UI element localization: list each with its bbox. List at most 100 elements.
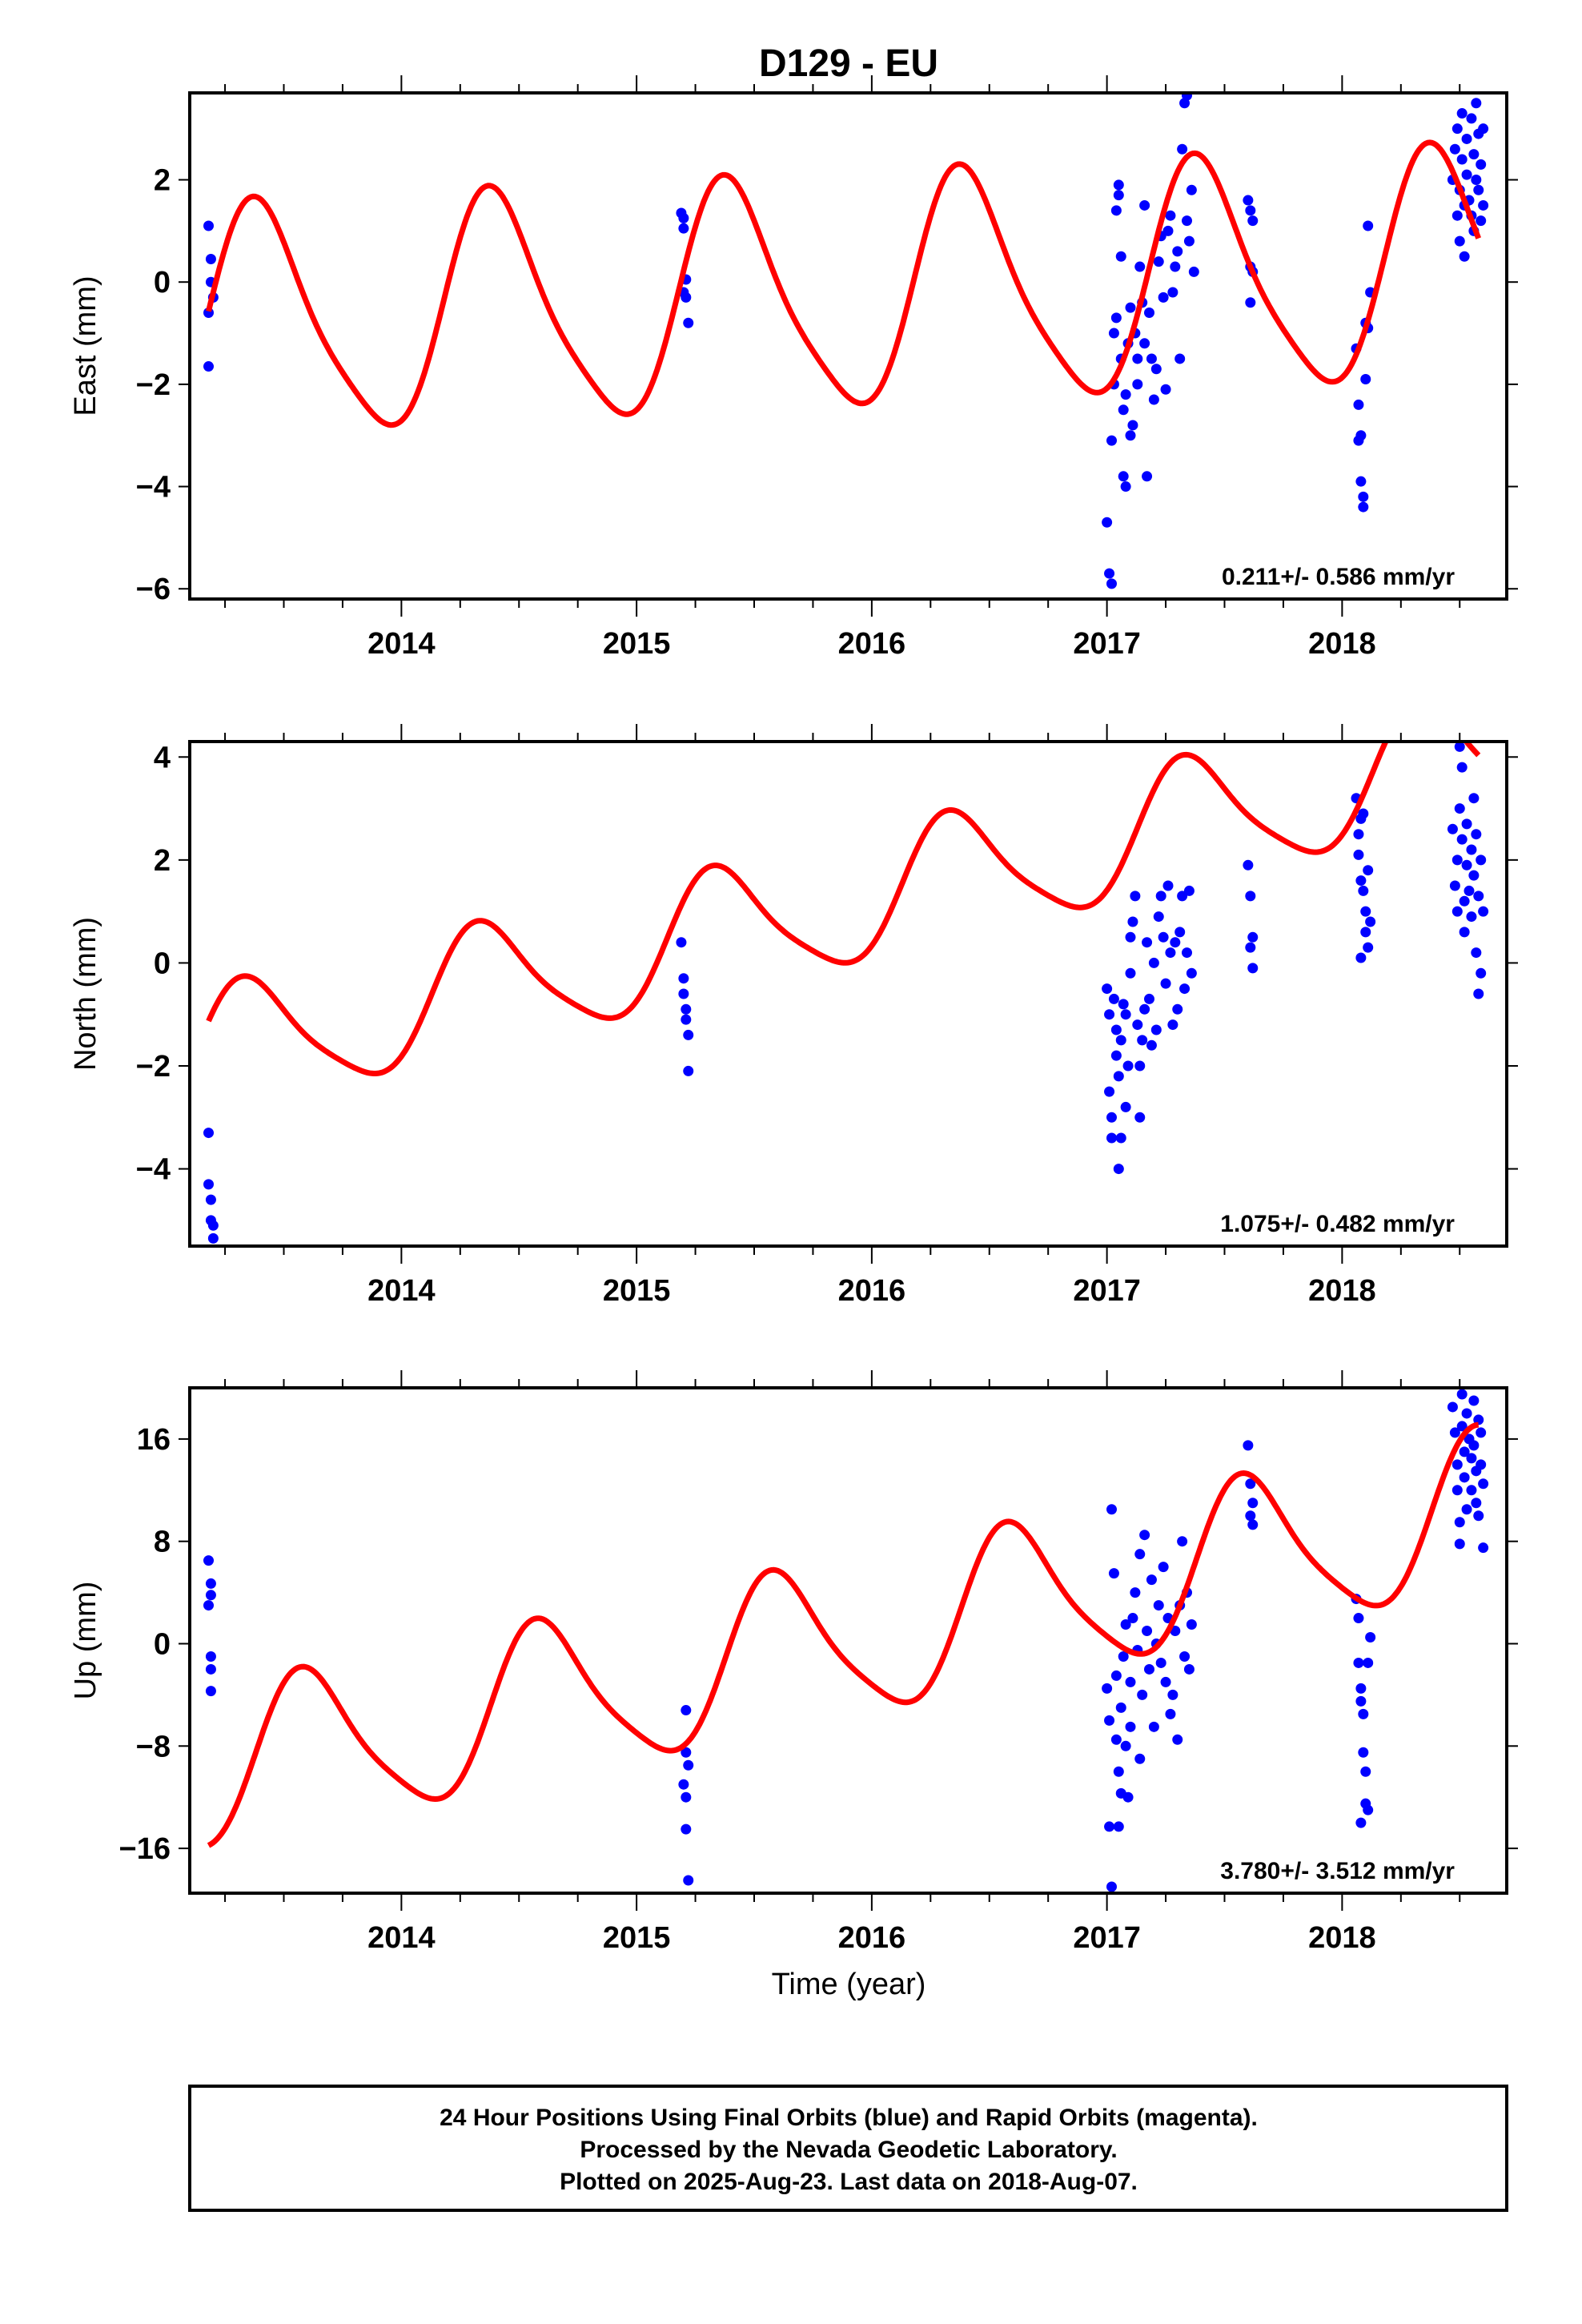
data-point [1106, 578, 1117, 589]
data-point [678, 973, 689, 984]
data-point [1365, 1632, 1376, 1643]
data-point [678, 988, 689, 999]
data-points [203, 742, 1489, 1244]
y-tick-label: −16 [119, 1832, 171, 1866]
data-point [1125, 430, 1136, 441]
data-point [1144, 1663, 1154, 1675]
data-point [1104, 1086, 1115, 1097]
data-point [1468, 870, 1480, 881]
data-point [1155, 1657, 1166, 1668]
data-point [1473, 988, 1484, 999]
data-point [1179, 983, 1191, 995]
data-point [1110, 1050, 1122, 1061]
data-point [1120, 1009, 1131, 1020]
data-point [1113, 1164, 1124, 1175]
data-point [1115, 251, 1126, 262]
data-point [1468, 1395, 1480, 1406]
data-point [1454, 235, 1465, 247]
data-point [1459, 895, 1470, 907]
data-point [207, 1232, 219, 1244]
data-point [1148, 394, 1159, 405]
data-point [1456, 108, 1468, 119]
data-point [1113, 190, 1124, 201]
data-point [1473, 891, 1484, 902]
data-point [1471, 947, 1482, 959]
footer-line-3: Plotted on 2025-Aug-23. Last data on 201… [560, 2169, 1138, 2195]
data-point [1355, 1695, 1367, 1707]
data-point [1167, 1689, 1178, 1700]
data-point [1247, 215, 1259, 227]
data-point [1360, 373, 1371, 384]
data-point [1454, 1517, 1465, 1528]
data-point [1360, 906, 1371, 917]
data-point [1113, 1071, 1124, 1082]
data-point [203, 1555, 214, 1566]
data-point [1106, 1881, 1117, 1892]
y-tick-label: 0 [154, 947, 171, 980]
data-point [683, 1065, 694, 1076]
data-point [1118, 999, 1129, 1010]
data-point [678, 223, 689, 234]
data-point [1120, 1619, 1131, 1630]
data-point [1118, 404, 1129, 416]
data-point [1102, 1683, 1113, 1694]
data-point [1466, 1453, 1477, 1464]
data-point [1153, 256, 1164, 267]
data-point [1449, 143, 1460, 155]
data-point [1106, 1504, 1117, 1515]
data-point [1471, 1498, 1482, 1509]
data-point [676, 937, 687, 948]
x-tick-label: 2014 [367, 1921, 436, 1955]
data-point [1449, 880, 1460, 891]
data-point [1125, 931, 1136, 943]
velocity-annotation: 3.780+/- 3.512 mm/yr [1220, 1858, 1455, 1884]
data-point [1183, 885, 1195, 896]
data-point [1104, 1821, 1115, 1832]
data-point [1142, 1626, 1153, 1637]
data-point [1468, 793, 1480, 804]
plot-frame [188, 1386, 1508, 1895]
data-point [678, 1779, 689, 1790]
data-point [1130, 1587, 1141, 1598]
data-point [1355, 952, 1367, 963]
data-point [1355, 476, 1367, 487]
data-point [203, 361, 214, 372]
data-point [1106, 435, 1117, 446]
data-point [1108, 993, 1119, 1004]
data-point [1478, 1478, 1489, 1490]
data-point [1146, 1574, 1157, 1586]
y-axis-label: North (mm) [69, 917, 102, 1071]
data-point [1144, 993, 1154, 1004]
data-point [1165, 947, 1176, 959]
data-point [1142, 471, 1153, 482]
data-point [1172, 1734, 1183, 1745]
data-point [1461, 133, 1472, 144]
y-tick-label: −4 [136, 471, 171, 505]
x-tick-label: 2018 [1308, 1921, 1376, 1955]
data-point [1456, 154, 1468, 165]
data-point [1247, 1519, 1259, 1530]
data-point [1461, 859, 1472, 870]
plot-frame [188, 740, 1508, 1248]
model-curve [206, 139, 1481, 428]
data-point [1172, 1003, 1183, 1015]
data-point [1120, 481, 1131, 493]
data-point [1247, 1498, 1259, 1509]
data-point [683, 1029, 694, 1040]
data-point [1355, 875, 1367, 887]
data-point [1476, 159, 1487, 170]
data-point [1452, 854, 1463, 866]
x-tick-label: 2018 [1308, 627, 1376, 661]
velocity-annotation: 1.075+/- 0.482 mm/yr [1220, 1211, 1455, 1237]
data-point [1247, 931, 1259, 943]
data-point [1148, 957, 1159, 968]
data-point [1160, 978, 1171, 989]
data-point [1358, 1747, 1369, 1758]
data-point [1363, 1657, 1374, 1668]
data-point [1167, 1019, 1178, 1031]
data-point [1120, 1740, 1131, 1751]
data-point [1165, 210, 1176, 221]
data-point [1108, 328, 1119, 339]
data-point [1461, 1504, 1472, 1515]
data-point [1120, 389, 1131, 400]
